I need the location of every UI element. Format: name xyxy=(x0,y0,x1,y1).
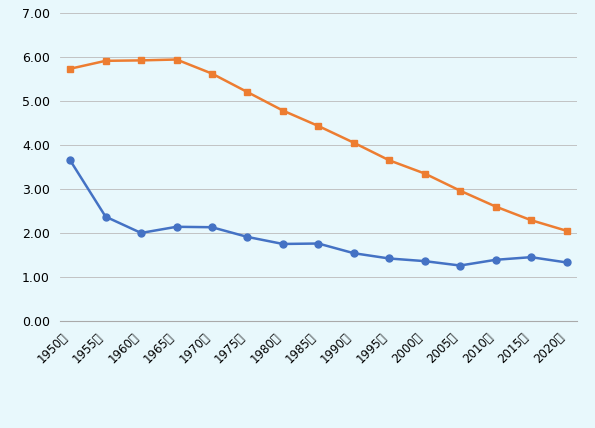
インド xyxy=(456,188,464,193)
インド xyxy=(173,57,180,62)
Line: インド: インド xyxy=(67,56,570,234)
日本 xyxy=(421,259,428,264)
インド xyxy=(67,66,74,71)
インド xyxy=(102,58,109,63)
インド xyxy=(208,71,215,76)
Line: 日本: 日本 xyxy=(67,157,570,269)
インド xyxy=(137,58,145,63)
日本 xyxy=(528,255,535,260)
インド xyxy=(350,140,358,145)
日本 xyxy=(386,256,393,261)
日本 xyxy=(456,263,464,268)
日本 xyxy=(173,224,180,229)
日本 xyxy=(492,257,499,262)
Legend: 日本, インド: 日本, インド xyxy=(250,427,387,428)
日本 xyxy=(208,225,215,230)
日本 xyxy=(137,230,145,235)
インド xyxy=(492,204,499,209)
日本 xyxy=(102,214,109,219)
インド xyxy=(563,228,570,233)
インド xyxy=(315,123,322,128)
日本 xyxy=(563,260,570,265)
インド xyxy=(421,171,428,176)
日本 xyxy=(350,251,358,256)
インド xyxy=(386,158,393,163)
インド xyxy=(279,108,286,113)
日本 xyxy=(244,235,251,240)
日本 xyxy=(315,241,322,246)
インド xyxy=(244,89,251,95)
インド xyxy=(528,217,535,223)
日本 xyxy=(67,158,74,163)
日本 xyxy=(279,241,286,247)
